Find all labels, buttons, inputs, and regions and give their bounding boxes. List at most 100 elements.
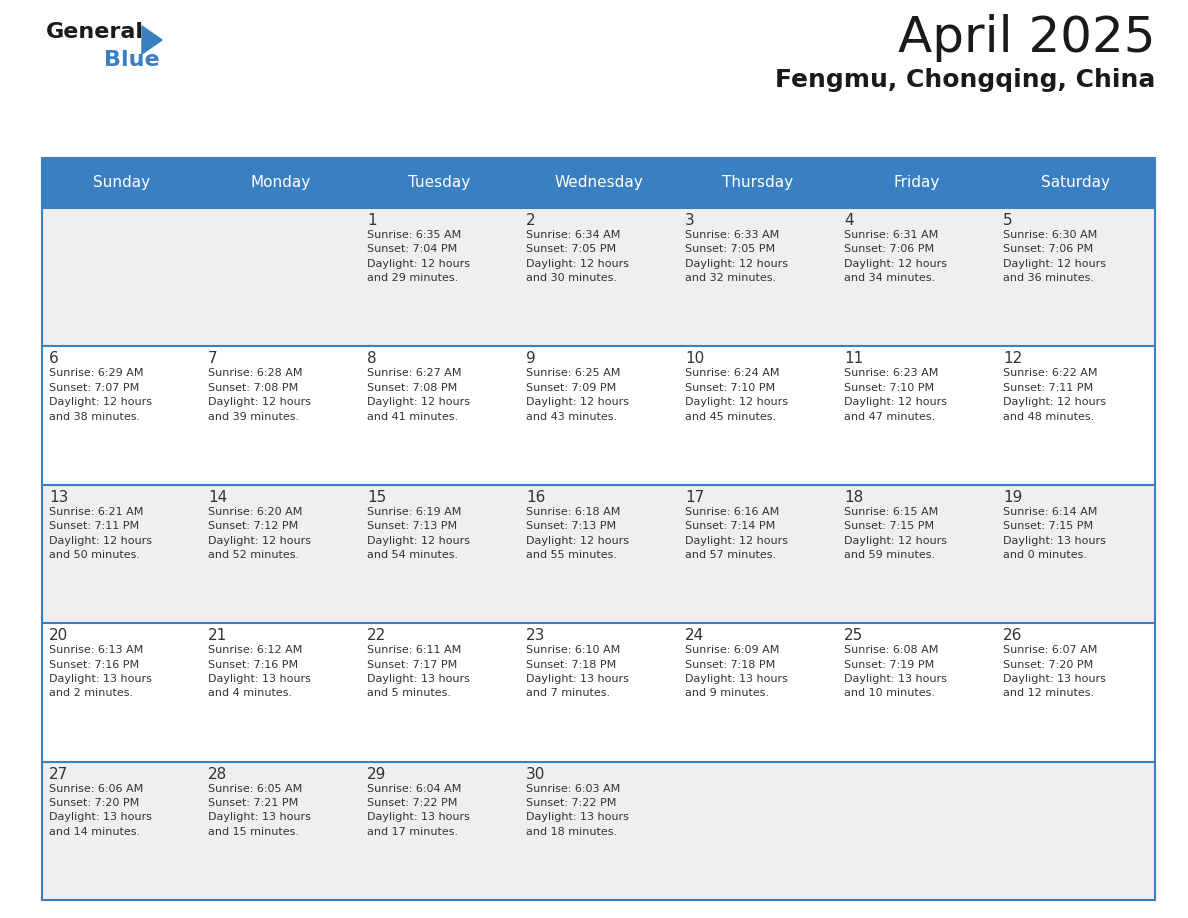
Text: 28: 28 [208, 767, 227, 781]
Bar [201, 485, 360, 623]
Bar [201, 208, 360, 346]
Text: Sunrise: 6:21 AM
Sunset: 7:11 PM
Daylight: 12 hours
and 50 minutes.: Sunrise: 6:21 AM Sunset: 7:11 PM Dayligh… [49, 507, 152, 560]
Text: 27: 27 [49, 767, 68, 781]
Bar [678, 208, 838, 346]
Text: 23: 23 [526, 628, 545, 644]
Bar [838, 346, 996, 485]
Text: 20: 20 [49, 628, 68, 644]
Text: 19: 19 [1003, 490, 1023, 505]
Text: 2: 2 [526, 213, 536, 228]
Bar [42, 346, 201, 485]
Text: Sunrise: 6:24 AM
Sunset: 7:10 PM
Daylight: 12 hours
and 45 minutes.: Sunrise: 6:24 AM Sunset: 7:10 PM Dayligh… [685, 368, 788, 421]
Text: 3: 3 [685, 213, 695, 228]
Text: Sunrise: 6:10 AM
Sunset: 7:18 PM
Daylight: 13 hours
and 7 minutes.: Sunrise: 6:10 AM Sunset: 7:18 PM Dayligh… [526, 645, 628, 699]
Text: 4: 4 [843, 213, 854, 228]
Text: Sunrise: 6:28 AM
Sunset: 7:08 PM
Daylight: 12 hours
and 39 minutes.: Sunrise: 6:28 AM Sunset: 7:08 PM Dayligh… [208, 368, 311, 421]
Text: Sunrise: 6:06 AM
Sunset: 7:20 PM
Daylight: 13 hours
and 14 minutes.: Sunrise: 6:06 AM Sunset: 7:20 PM Dayligh… [49, 784, 152, 837]
Text: 13: 13 [49, 490, 69, 505]
Bar [678, 158, 838, 208]
Text: 16: 16 [526, 490, 545, 505]
Bar [678, 346, 838, 485]
Bar [678, 762, 838, 900]
Text: 26: 26 [1003, 628, 1023, 644]
Text: Sunrise: 6:35 AM
Sunset: 7:04 PM
Daylight: 12 hours
and 29 minutes.: Sunrise: 6:35 AM Sunset: 7:04 PM Dayligh… [367, 230, 470, 283]
Text: Sunrise: 6:03 AM
Sunset: 7:22 PM
Daylight: 13 hours
and 18 minutes.: Sunrise: 6:03 AM Sunset: 7:22 PM Dayligh… [526, 784, 628, 837]
Text: Sunday: Sunday [93, 175, 150, 191]
Text: Wednesday: Wednesday [554, 175, 643, 191]
Text: Thursday: Thursday [722, 175, 794, 191]
Bar [838, 623, 996, 762]
Bar [996, 623, 1155, 762]
Text: 18: 18 [843, 490, 864, 505]
Bar [519, 346, 678, 485]
Bar [519, 208, 678, 346]
Text: Sunrise: 6:23 AM
Sunset: 7:10 PM
Daylight: 12 hours
and 47 minutes.: Sunrise: 6:23 AM Sunset: 7:10 PM Dayligh… [843, 368, 947, 421]
Text: Sunrise: 6:31 AM
Sunset: 7:06 PM
Daylight: 12 hours
and 34 minutes.: Sunrise: 6:31 AM Sunset: 7:06 PM Dayligh… [843, 230, 947, 283]
Text: Sunrise: 6:14 AM
Sunset: 7:15 PM
Daylight: 13 hours
and 0 minutes.: Sunrise: 6:14 AM Sunset: 7:15 PM Dayligh… [1003, 507, 1106, 560]
Text: 5: 5 [1003, 213, 1012, 228]
Text: Sunrise: 6:20 AM
Sunset: 7:12 PM
Daylight: 12 hours
and 52 minutes.: Sunrise: 6:20 AM Sunset: 7:12 PM Dayligh… [208, 507, 311, 560]
Bar [201, 346, 360, 485]
Text: 8: 8 [367, 352, 377, 366]
Text: 7: 7 [208, 352, 217, 366]
Text: Sunrise: 6:19 AM
Sunset: 7:13 PM
Daylight: 12 hours
and 54 minutes.: Sunrise: 6:19 AM Sunset: 7:13 PM Dayligh… [367, 507, 470, 560]
Bar [678, 485, 838, 623]
Text: Sunrise: 6:29 AM
Sunset: 7:07 PM
Daylight: 12 hours
and 38 minutes.: Sunrise: 6:29 AM Sunset: 7:07 PM Dayligh… [49, 368, 152, 421]
Bar [838, 208, 996, 346]
Bar [519, 158, 678, 208]
Text: Sunrise: 6:04 AM
Sunset: 7:22 PM
Daylight: 13 hours
and 17 minutes.: Sunrise: 6:04 AM Sunset: 7:22 PM Dayligh… [367, 784, 470, 837]
Bar [42, 158, 201, 208]
Bar [42, 158, 1155, 900]
Polygon shape [143, 26, 162, 54]
Text: Sunrise: 6:11 AM
Sunset: 7:17 PM
Daylight: 13 hours
and 5 minutes.: Sunrise: 6:11 AM Sunset: 7:17 PM Dayligh… [367, 645, 470, 699]
Text: Sunrise: 6:33 AM
Sunset: 7:05 PM
Daylight: 12 hours
and 32 minutes.: Sunrise: 6:33 AM Sunset: 7:05 PM Dayligh… [685, 230, 788, 283]
Bar [42, 623, 201, 762]
Bar [519, 762, 678, 900]
Text: Sunrise: 6:13 AM
Sunset: 7:16 PM
Daylight: 13 hours
and 2 minutes.: Sunrise: 6:13 AM Sunset: 7:16 PM Dayligh… [49, 645, 152, 699]
Text: Fengmu, Chongqing, China: Fengmu, Chongqing, China [775, 68, 1155, 92]
Text: 15: 15 [367, 490, 386, 505]
Text: 30: 30 [526, 767, 545, 781]
Text: 14: 14 [208, 490, 227, 505]
Bar [201, 762, 360, 900]
Text: 22: 22 [367, 628, 386, 644]
Bar [519, 485, 678, 623]
Bar [360, 485, 519, 623]
Bar [996, 346, 1155, 485]
Text: Sunrise: 6:08 AM
Sunset: 7:19 PM
Daylight: 13 hours
and 10 minutes.: Sunrise: 6:08 AM Sunset: 7:19 PM Dayligh… [843, 645, 947, 699]
Text: Blue: Blue [105, 50, 159, 70]
Bar [838, 485, 996, 623]
Bar [996, 762, 1155, 900]
Bar [519, 623, 678, 762]
Text: General: General [46, 22, 144, 42]
Bar [201, 623, 360, 762]
Text: Sunrise: 6:12 AM
Sunset: 7:16 PM
Daylight: 13 hours
and 4 minutes.: Sunrise: 6:12 AM Sunset: 7:16 PM Dayligh… [208, 645, 311, 699]
Text: April 2025: April 2025 [897, 14, 1155, 62]
Text: 11: 11 [843, 352, 864, 366]
Bar [201, 158, 360, 208]
Bar [996, 158, 1155, 208]
Text: 29: 29 [367, 767, 386, 781]
Bar [678, 623, 838, 762]
Bar [42, 208, 201, 346]
Text: Sunrise: 6:18 AM
Sunset: 7:13 PM
Daylight: 12 hours
and 55 minutes.: Sunrise: 6:18 AM Sunset: 7:13 PM Dayligh… [526, 507, 628, 560]
Text: Sunrise: 6:16 AM
Sunset: 7:14 PM
Daylight: 12 hours
and 57 minutes.: Sunrise: 6:16 AM Sunset: 7:14 PM Dayligh… [685, 507, 788, 560]
Text: 17: 17 [685, 490, 704, 505]
Bar [996, 485, 1155, 623]
Bar [360, 623, 519, 762]
Text: 9: 9 [526, 352, 536, 366]
Text: Sunrise: 6:25 AM
Sunset: 7:09 PM
Daylight: 12 hours
and 43 minutes.: Sunrise: 6:25 AM Sunset: 7:09 PM Dayligh… [526, 368, 628, 421]
Text: 10: 10 [685, 352, 704, 366]
Text: 24: 24 [685, 628, 704, 644]
Text: Tuesday: Tuesday [409, 175, 470, 191]
Text: Sunrise: 6:27 AM
Sunset: 7:08 PM
Daylight: 12 hours
and 41 minutes.: Sunrise: 6:27 AM Sunset: 7:08 PM Dayligh… [367, 368, 470, 421]
Text: Sunrise: 6:30 AM
Sunset: 7:06 PM
Daylight: 12 hours
and 36 minutes.: Sunrise: 6:30 AM Sunset: 7:06 PM Dayligh… [1003, 230, 1106, 283]
Text: 25: 25 [843, 628, 864, 644]
Bar [42, 762, 201, 900]
Text: Saturday: Saturday [1041, 175, 1110, 191]
Bar [360, 208, 519, 346]
Text: Sunrise: 6:09 AM
Sunset: 7:18 PM
Daylight: 13 hours
and 9 minutes.: Sunrise: 6:09 AM Sunset: 7:18 PM Dayligh… [685, 645, 788, 699]
Text: 21: 21 [208, 628, 227, 644]
Bar [42, 485, 201, 623]
Text: Monday: Monday [251, 175, 310, 191]
